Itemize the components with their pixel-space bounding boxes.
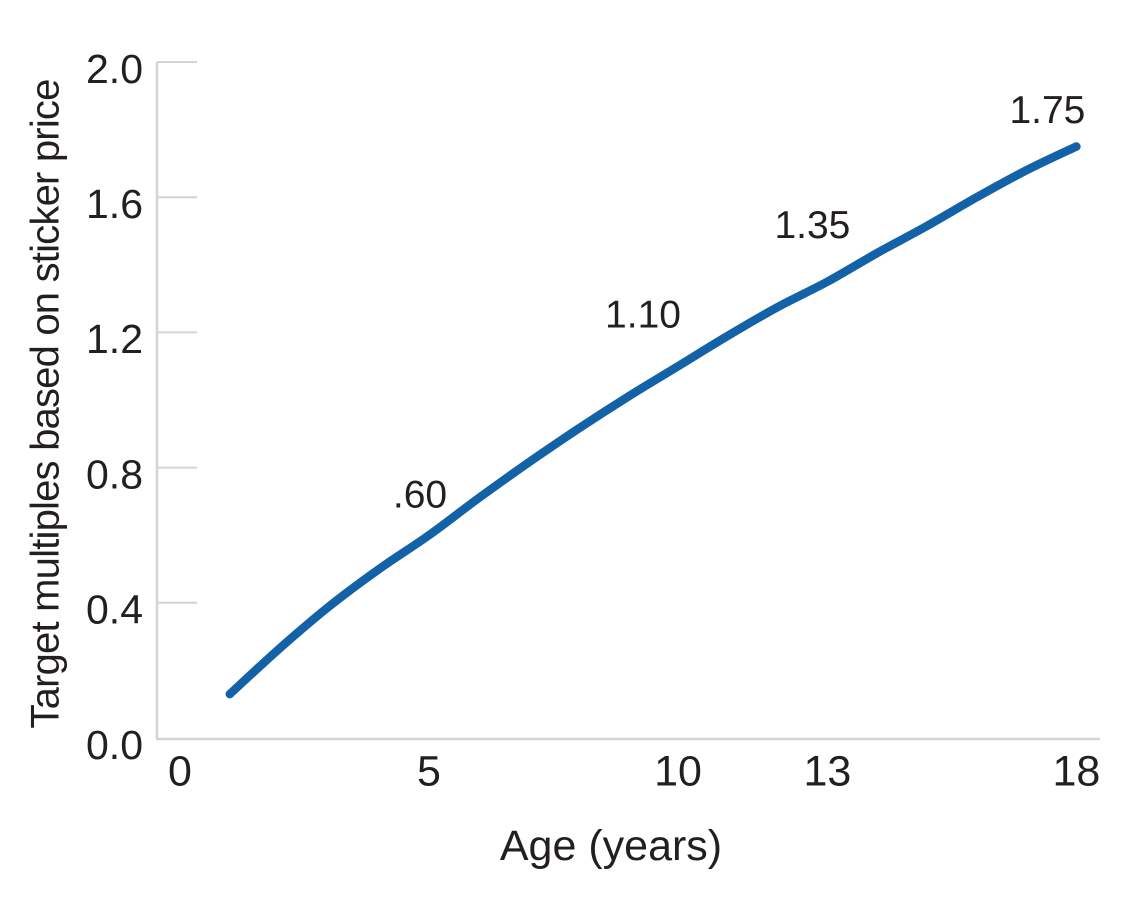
- data-point-label: .60: [393, 473, 447, 516]
- x-tick-label: 0: [168, 747, 192, 795]
- y-tick-label: 0.4: [86, 587, 143, 633]
- x-tick-label: 18: [1052, 747, 1100, 795]
- data-point-label: 1.75: [1009, 89, 1085, 132]
- y-tick-label: 2.0: [86, 46, 143, 92]
- y-tick-label: 0.0: [86, 722, 143, 768]
- x-axis-title: Age (years): [499, 822, 723, 870]
- x-tick-label: 5: [417, 747, 441, 795]
- target-multiple-curve: [225, 142, 1081, 699]
- y-tick-label: 1.6: [86, 181, 143, 227]
- y-tick-label: 1.2: [86, 316, 143, 362]
- y-tick-label: 0.8: [86, 451, 143, 497]
- data-point-label: 1.10: [605, 293, 681, 336]
- data-point-label: 1.35: [774, 204, 850, 247]
- x-tick-label: 10: [654, 747, 702, 795]
- y-axis-title: Target multiples based on sticker price: [23, 79, 68, 729]
- x-tick-label: 13: [803, 747, 851, 795]
